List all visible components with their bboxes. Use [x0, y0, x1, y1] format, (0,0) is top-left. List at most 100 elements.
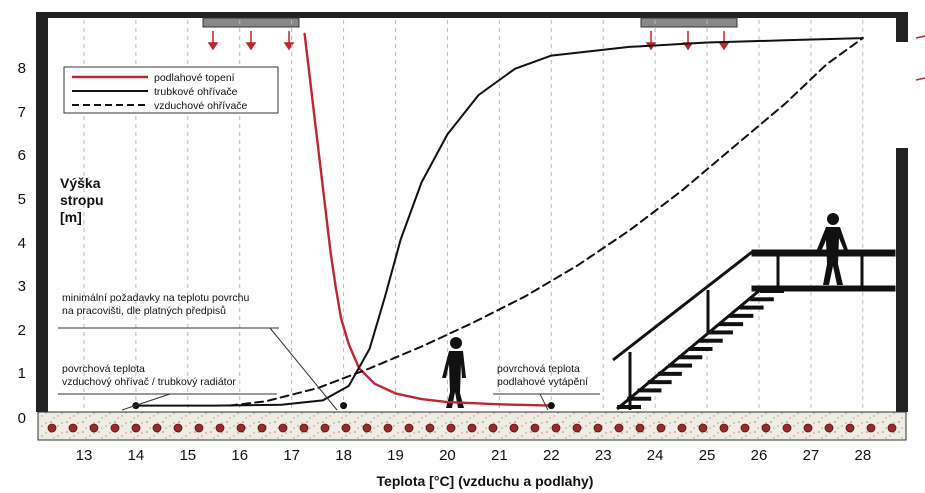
- floor-pipe: [635, 423, 645, 433]
- annotation-requirements-leader: [269, 327, 338, 411]
- stair-step: [657, 371, 682, 376]
- x-tick-label: 15: [179, 447, 196, 464]
- floor-pipe: [131, 423, 141, 433]
- y-tick-labels: 0 1 2 3 4 5 6 7 8: [18, 60, 26, 427]
- right-wall-top: [896, 12, 908, 42]
- ceiling-heater-left: [202, 17, 300, 28]
- surface-markers: [132, 402, 555, 410]
- ceiling-beam: [36, 12, 908, 18]
- stair-step: [729, 313, 754, 318]
- annotation-surface-floor: povrchová teplota podlahové vytápění: [493, 363, 600, 411]
- stair-step: [617, 405, 641, 409]
- annotation-surface-air-line1: povrchová teplota: [62, 363, 145, 375]
- stair-step: [627, 396, 652, 401]
- stair-step: [749, 297, 774, 302]
- stair-step: [708, 330, 733, 335]
- floor-pipe: [698, 423, 708, 433]
- y-tick-label: 3: [18, 278, 26, 295]
- annotation-surface-air: povrchová teplota vzduchový ohřívač / tr…: [58, 363, 277, 411]
- person-platform-icon: [816, 213, 848, 285]
- floor-pipe: [173, 423, 183, 433]
- series-line-2: [134, 37, 864, 407]
- floor-pipe: [656, 423, 666, 433]
- x-tick-label: 17: [283, 447, 300, 464]
- annotation-surface-floor-line2: podlahové vytápění: [497, 376, 588, 388]
- annotation-surface-floor-line1: povrchová teplota: [497, 363, 580, 375]
- floor-pipe: [68, 423, 78, 433]
- person-floor-icon: [442, 337, 466, 408]
- stair-step: [647, 380, 672, 385]
- x-tick-label: 26: [751, 447, 768, 464]
- series-lines: [134, 32, 864, 407]
- floor-pipe: [677, 423, 687, 433]
- floor-pipe: [866, 423, 876, 433]
- x-tick-label: 19: [387, 447, 404, 464]
- floor-pipe: [572, 423, 582, 433]
- floor-pipe: [362, 423, 372, 433]
- floor-pipe: [761, 423, 771, 433]
- legend-label-floor: podlahové topení: [154, 72, 235, 84]
- floor-pipe: [530, 423, 540, 433]
- floor-pipe: [383, 423, 393, 433]
- floor-pipe: [257, 423, 267, 433]
- stair-step: [739, 305, 764, 310]
- y-tick-label: 2: [18, 322, 26, 339]
- left-wall: [36, 12, 48, 412]
- floor-pipe: [593, 423, 603, 433]
- edge-accent-1: [915, 35, 925, 39]
- y-tick-label: 5: [18, 191, 26, 208]
- surface-marker: [340, 402, 348, 410]
- x-tick-label: 22: [543, 447, 560, 464]
- legend-label-air: vzduchové ohřívače: [154, 100, 248, 112]
- grid: [83, 20, 864, 410]
- floor-pipe: [89, 423, 99, 433]
- x-tick-label: 16: [231, 447, 248, 464]
- floor-pipe: [488, 423, 498, 433]
- annotation-surface-floor-leader: [539, 393, 549, 411]
- staircase: [612, 249, 896, 411]
- stair-step: [698, 338, 723, 343]
- floor-pipe: [194, 423, 204, 433]
- floor-pipe: [152, 423, 162, 433]
- floor-pipe: [782, 423, 792, 433]
- y-axis-label-line1: Výška: [60, 175, 101, 191]
- floor-pipe: [215, 423, 225, 433]
- ceiling-heater-right: [640, 17, 738, 28]
- floor-pipe: [845, 423, 855, 433]
- stair-step: [678, 355, 703, 360]
- stair-step: [668, 363, 693, 368]
- x-axis-label: Teplota [°C] (vzduchu a podlahy): [377, 473, 594, 489]
- floor-pipe: [509, 423, 519, 433]
- y-tick-label: 1: [18, 365, 26, 382]
- x-tick-label: 21: [491, 447, 508, 464]
- floor-pipe: [551, 423, 561, 433]
- floor-pipe: [425, 423, 435, 433]
- legend-label-tube: trubkové ohřívače: [154, 86, 238, 98]
- floor-pipe: [341, 423, 351, 433]
- floor-pipe: [446, 423, 456, 433]
- floor-pipe: [803, 423, 813, 433]
- x-tick-label: 27: [803, 447, 820, 464]
- stair-step: [637, 388, 662, 393]
- annotation-requirements: minimální požadavky na teplotu povrchu n…: [58, 292, 338, 411]
- stair-step: [760, 289, 784, 293]
- x-tick-label: 13: [76, 447, 93, 464]
- annotation-surface-air-leader: [121, 393, 171, 411]
- x-tick-label: 23: [595, 447, 612, 464]
- surface-marker: [547, 402, 555, 410]
- floor-pipe: [110, 423, 120, 433]
- stair-step: [719, 322, 744, 327]
- x-tick-label: 20: [439, 447, 456, 464]
- floor-pipe: [404, 423, 414, 433]
- legend: podlahové topení trubkové ohřívače vzduc…: [63, 66, 279, 114]
- y-tick-label: 4: [18, 235, 26, 252]
- x-tick-label: 18: [335, 447, 352, 464]
- stair-step: [688, 347, 713, 351]
- floor-pipe: [47, 423, 57, 433]
- x-tick-label: 24: [647, 447, 664, 464]
- x-tick-label: 25: [699, 447, 716, 464]
- y-axis-label-line3: [m]: [60, 209, 82, 225]
- annotation-requirements-line1: minimální požadavky na teplotu povrchu: [62, 292, 250, 304]
- floor-pipe: [278, 423, 288, 433]
